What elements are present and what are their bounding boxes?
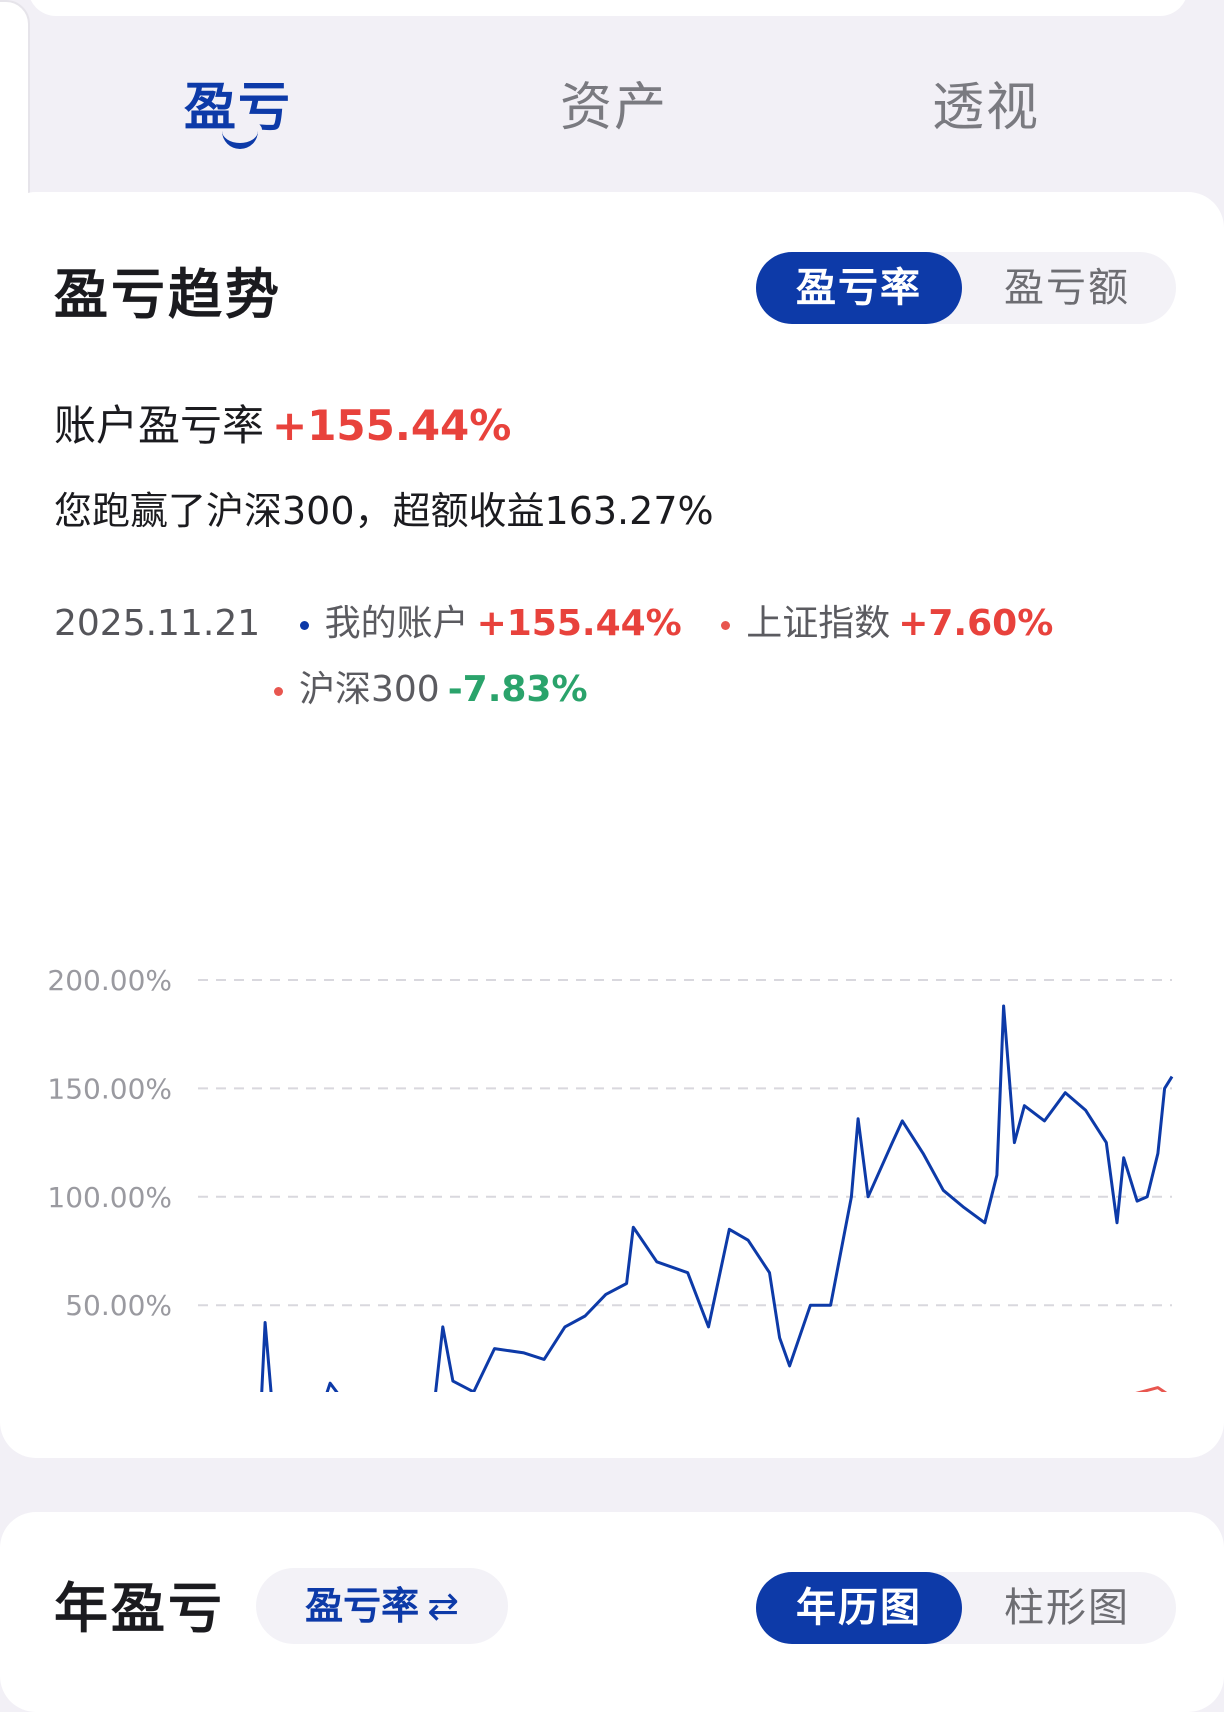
account-rate-value: +155.44% xyxy=(272,401,512,450)
previous-card-bottom xyxy=(28,0,1188,16)
profit-trend-card: 盈亏趋势 盈亏率 盈亏额 账户盈亏率 +155.44% 您跑赢了沪深300，超额收… xyxy=(0,192,1224,1458)
swap-icon: ⇄ xyxy=(427,1584,459,1628)
legend-label: 我的账户 xyxy=(324,603,469,644)
legend-date: 2025.11.21 xyxy=(54,603,261,644)
legend-item-sse: 上证指数 +7.60% xyxy=(721,603,1053,644)
profit-trend-chart[interactable]: 200.00%150.00%100.00%50.00%0.00%-50.00%2… xyxy=(0,752,1224,1392)
amount-toggle-button[interactable]: 盈亏额 xyxy=(1004,265,1130,311)
active-tab-indicator xyxy=(222,125,258,149)
bar-view-button[interactable]: 柱形图 xyxy=(1004,1585,1130,1631)
yearly-view-toggle: 年历图 柱形图 xyxy=(756,1572,1176,1644)
top-tabs: 盈亏 资产 透视 xyxy=(0,55,1224,155)
legend-dot xyxy=(721,620,731,630)
legend-label: 沪深300 xyxy=(299,669,440,710)
calendar-view-button[interactable]: 年历图 xyxy=(756,1572,962,1644)
excess-return-text: 您跑赢了沪深300，超额收益163.27% xyxy=(54,489,714,533)
legend-dot xyxy=(274,686,283,696)
trend-title: 盈亏趋势 xyxy=(54,263,282,326)
tab-insight[interactable]: 透视 xyxy=(932,78,1041,138)
legend-value: +7.60% xyxy=(898,603,1054,644)
legend-value: +155.44% xyxy=(476,603,682,644)
series-line-account xyxy=(260,1004,1174,1392)
y-tick-label: 100.00% xyxy=(47,1181,172,1214)
legend-dot xyxy=(299,620,309,630)
account-rate-label: 账户盈亏率 xyxy=(54,401,265,450)
tab-assets[interactable]: 资产 xyxy=(560,78,669,138)
y-tick-label: 50.00% xyxy=(65,1289,172,1322)
legend-label: 上证指数 xyxy=(746,603,891,644)
yearly-mode-label: 盈亏率 xyxy=(305,1584,420,1628)
legend-item-account: 我的账户 +155.44% xyxy=(299,603,682,644)
legend-item-csi300: 沪深300 -7.83% xyxy=(274,660,588,712)
chart-legend: 2025.11.21 我的账户 +155.44% 上证指数 +7.60% xyxy=(54,594,1053,646)
yearly-profit-card: 年盈亏 盈亏率 ⇄ 年历图 柱形图 xyxy=(0,1512,1224,1712)
y-tick-label: 200.00% xyxy=(47,964,172,997)
trend-metric-toggle: 盈亏率 盈亏额 xyxy=(756,252,1176,324)
yearly-mode-switch[interactable]: 盈亏率 ⇄ xyxy=(256,1568,508,1644)
yearly-title: 年盈亏 xyxy=(54,1577,225,1640)
account-rate-line: 账户盈亏率 +155.44% xyxy=(54,392,511,453)
series-line-sse xyxy=(1135,1386,1168,1392)
legend-value: -7.83% xyxy=(447,669,588,710)
rate-toggle-button[interactable]: 盈亏率 xyxy=(756,252,962,324)
y-tick-label: 150.00% xyxy=(47,1072,172,1105)
